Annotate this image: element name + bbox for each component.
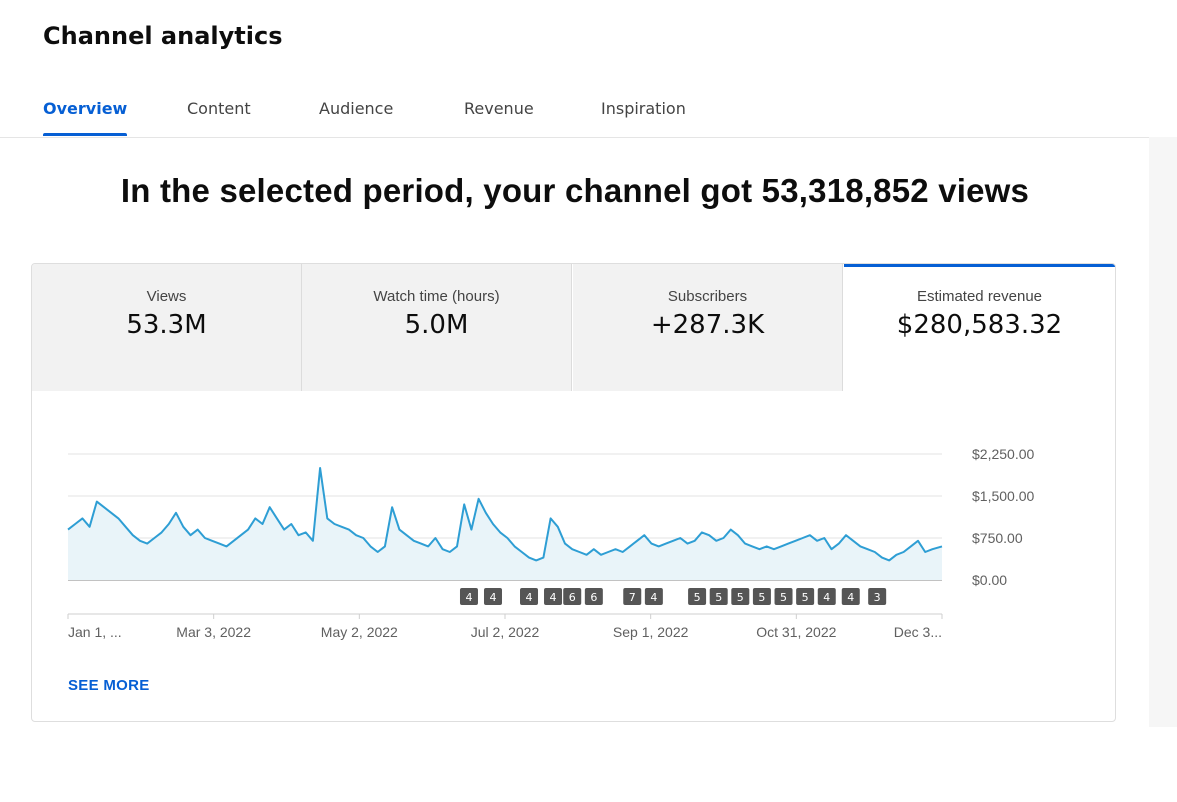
metric-tab-watch-time[interactable]: Watch time (hours) 5.0M (302, 264, 572, 391)
event-marker (584, 588, 603, 605)
tab-audience[interactable]: Audience (319, 99, 394, 118)
metric-label: Watch time (hours) (373, 288, 500, 305)
event-marker-label: 4 (550, 591, 557, 604)
x-tick-label: Dec 3... (894, 624, 942, 640)
event-marker (644, 588, 663, 605)
event-marker-label: 5 (780, 591, 787, 604)
tab-inspiration[interactable]: Inspiration (601, 99, 686, 118)
metric-value: 5.0M (404, 310, 469, 340)
y-tick-label: $750.00 (972, 530, 1023, 546)
event-marker (688, 588, 707, 605)
event-marker (774, 588, 793, 605)
metric-value: $280,583.32 (896, 310, 1063, 340)
event-marker-label: 4 (465, 591, 472, 604)
event-marker-label: 5 (737, 591, 744, 604)
event-marker (752, 588, 771, 605)
event-marker-label: 6 (590, 591, 597, 604)
metrics-card: Views 53.3M Watch time (hours) 5.0M Subs… (31, 263, 1116, 722)
event-marker-label: 5 (802, 591, 809, 604)
event-marker (520, 588, 539, 605)
event-marker (841, 588, 860, 605)
event-marker-label: 3 (874, 591, 881, 604)
x-tick-label: Oct 31, 2022 (756, 624, 836, 640)
x-tick-label: Mar 3, 2022 (176, 624, 251, 640)
tab-revenue[interactable]: Revenue (464, 99, 534, 118)
event-marker (623, 588, 642, 605)
event-marker-label: 5 (758, 591, 765, 604)
y-tick-label: $0.00 (972, 572, 1007, 588)
event-marker-label: 5 (694, 591, 701, 604)
event-marker (709, 588, 728, 605)
tab-bar: Overview Content Audience Revenue Inspir… (0, 92, 1165, 138)
event-marker-label: 4 (489, 591, 496, 604)
metric-tab-estimated-revenue[interactable]: Estimated revenue $280,583.32 (844, 264, 1115, 391)
event-marker-label: 4 (823, 591, 830, 604)
revenue-area (68, 468, 942, 580)
metric-label: Views (146, 288, 187, 305)
event-marker-label: 4 (650, 591, 657, 604)
x-tick-label: Sep 1, 2022 (613, 624, 689, 640)
event-marker (459, 588, 478, 605)
event-marker-label: 6 (569, 591, 576, 604)
metric-value: 53.3M (126, 310, 207, 340)
x-tick-label: May 2, 2022 (321, 624, 398, 640)
event-marker (868, 588, 887, 605)
event-marker (483, 588, 502, 605)
event-marker-label: 4 (847, 591, 854, 604)
y-tick-label: $1,500.00 (972, 488, 1034, 504)
revenue-line (67, 467, 943, 562)
metric-tab-subscribers[interactable]: Subscribers +287.3K (573, 264, 843, 391)
metric-tab-views[interactable]: Views 53.3M (32, 264, 302, 391)
event-marker (796, 588, 815, 605)
scrollbar-track[interactable] (1149, 137, 1177, 727)
metric-label: Estimated revenue (916, 288, 1043, 305)
event-marker-label: 7 (629, 591, 636, 604)
x-tick-label: Jan 1, ... (68, 624, 122, 640)
metric-label: Subscribers (667, 288, 748, 305)
tab-overview[interactable]: Overview (43, 92, 128, 136)
tab-content[interactable]: Content (187, 99, 251, 118)
metric-value: +287.3K (650, 310, 765, 340)
event-marker (563, 588, 582, 605)
event-marker (817, 588, 836, 605)
event-marker-label: 5 (715, 591, 722, 604)
event-marker (544, 588, 563, 605)
event-marker-label: 4 (526, 591, 533, 604)
event-marker (731, 588, 750, 605)
y-tick-label: $2,250.00 (972, 446, 1034, 462)
x-tick-label: Jul 2, 2022 (471, 624, 540, 640)
see-more-link[interactable]: SEE MORE (68, 677, 150, 694)
revenue-chart[interactable]: $2,250.00$1,500.00$750.00$0.004 4 4 4 6 6 7 4 5 5… (32, 391, 1115, 646)
page-title: Channel analytics (43, 22, 283, 50)
headline: In the selected period, your channel got… (120, 172, 1030, 209)
